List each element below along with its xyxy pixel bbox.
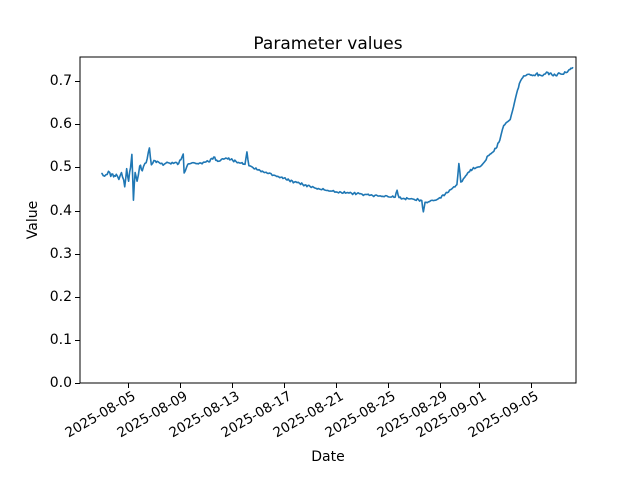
y-tick-label: 0.2 — [49, 288, 72, 305]
y-tick-label: 0.1 — [49, 331, 72, 348]
y-tick-label: 0.0 — [49, 375, 72, 391]
y-tick-label: 0.5 — [49, 159, 72, 176]
axes-frame — [79, 56, 577, 384]
y-tick-label: 0.6 — [49, 116, 72, 133]
y-tick-label: 0.7 — [49, 73, 72, 90]
chart-title: Parameter values — [253, 34, 403, 54]
y-tick-label: 0.3 — [49, 245, 72, 262]
y-tick-label: 0.4 — [49, 202, 72, 219]
data-line — [101, 66, 574, 213]
x-axis-label: Date — [311, 449, 345, 465]
